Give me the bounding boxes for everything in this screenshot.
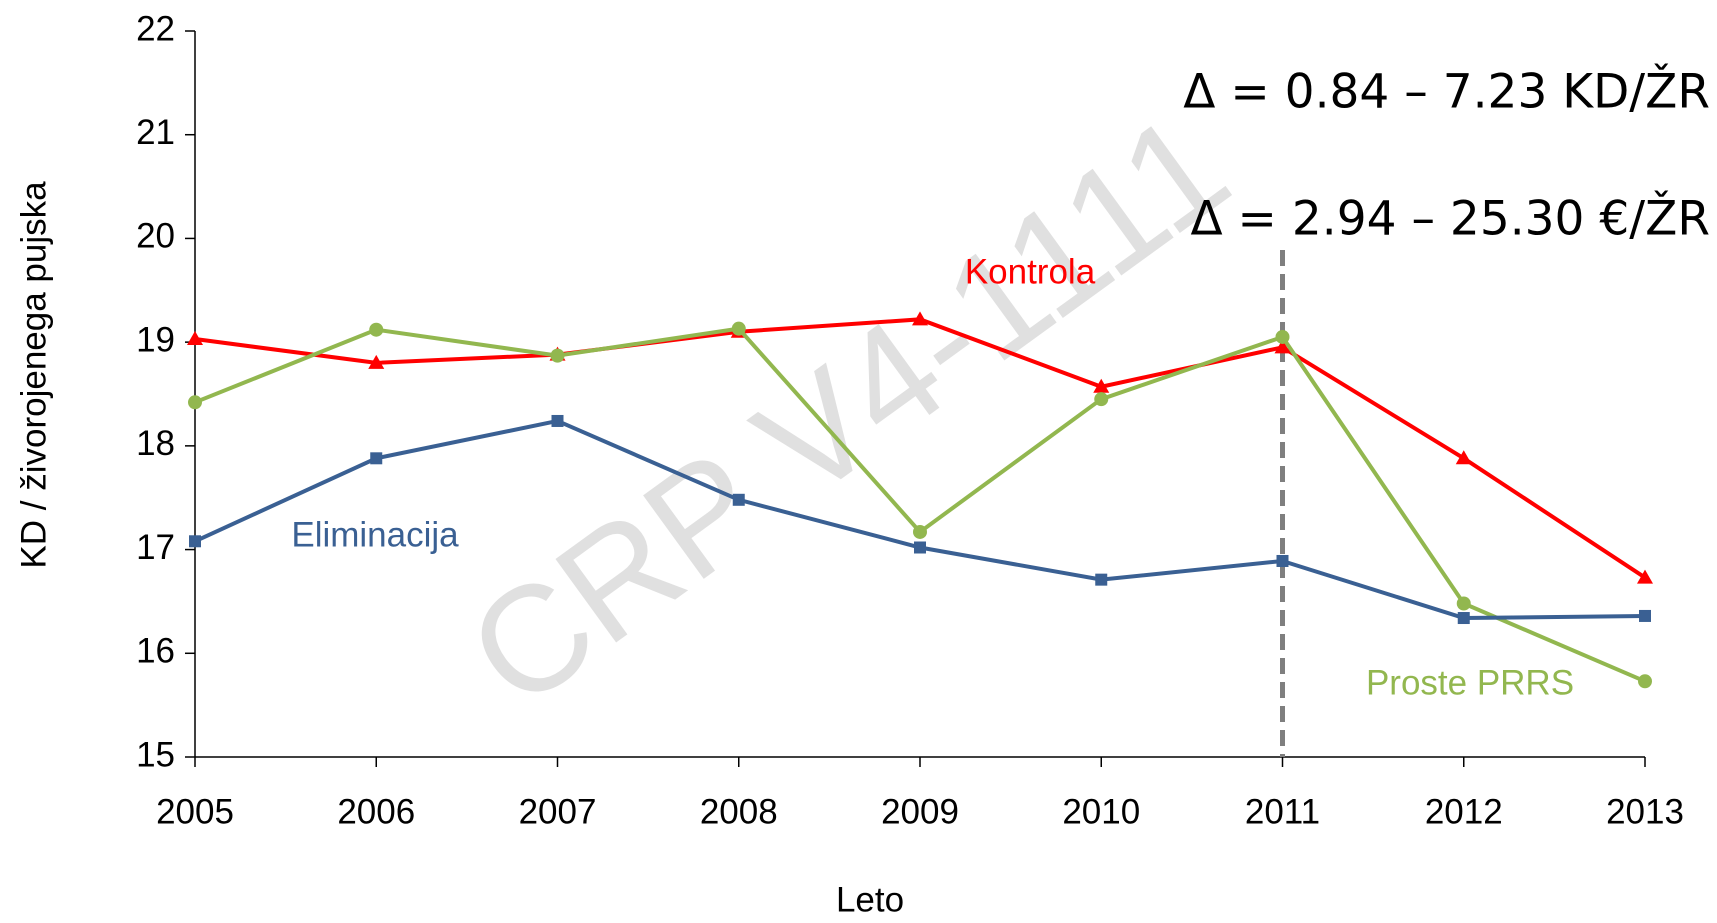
x-tick-label: 2005	[156, 792, 234, 831]
x-tick-label: 2009	[881, 792, 959, 831]
marker	[187, 331, 203, 346]
marker	[732, 493, 745, 506]
y-tick-label: 17	[136, 528, 175, 567]
marker	[913, 524, 927, 539]
marker	[914, 541, 926, 554]
marker	[1276, 554, 1289, 567]
marker	[1274, 339, 1291, 354]
y-tick-label: 20	[136, 217, 175, 256]
marker	[370, 452, 383, 465]
series-label: Proste PRRS	[1366, 663, 1574, 702]
y-tick-label: 18	[136, 424, 175, 463]
annotation: Δ = 0.84 – 7.23 KD/ŽR	[1183, 65, 1710, 120]
y-tick-label: 21	[136, 113, 175, 152]
y-tick-label: 15	[136, 735, 175, 774]
y-tick-label: 16	[136, 632, 175, 671]
marker	[1093, 378, 1110, 393]
marker	[1275, 329, 1290, 344]
y-tick-label: 19	[136, 320, 175, 359]
marker	[1638, 674, 1652, 689]
x-tick-label: 2007	[519, 792, 597, 831]
marker	[1095, 573, 1108, 586]
y-axis-title: KD / živorojenega pujska	[14, 181, 53, 569]
x-tick-label: 2013	[1606, 792, 1684, 831]
series-label: Eliminacija	[291, 515, 459, 554]
marker	[551, 414, 564, 427]
annotation: Δ = 2.94 – 25.30 €/ŽR	[1190, 192, 1710, 247]
marker	[1455, 450, 1472, 465]
marker	[1094, 392, 1109, 407]
watermark: CRP V4-1111	[439, 81, 1257, 740]
series-label: Kontrola	[965, 252, 1096, 291]
marker	[189, 535, 201, 548]
y-tick-label: 22	[136, 9, 175, 48]
x-tick-label: 2011	[1245, 792, 1320, 831]
marker	[368, 354, 385, 369]
x-tick-label: 2010	[1062, 792, 1140, 831]
x-tick-label: 2012	[1425, 792, 1503, 831]
marker	[369, 322, 384, 337]
marker	[1637, 569, 1653, 584]
marker	[550, 348, 565, 363]
x-tick-label: 2008	[700, 792, 778, 831]
marker	[912, 311, 928, 326]
x-tick-label: 2006	[337, 792, 415, 831]
marker	[1456, 596, 1471, 611]
marker	[1457, 612, 1470, 625]
marker	[731, 321, 746, 336]
x-axis-title: Leto	[836, 880, 904, 919]
marker	[188, 395, 202, 410]
marker	[1639, 609, 1651, 622]
